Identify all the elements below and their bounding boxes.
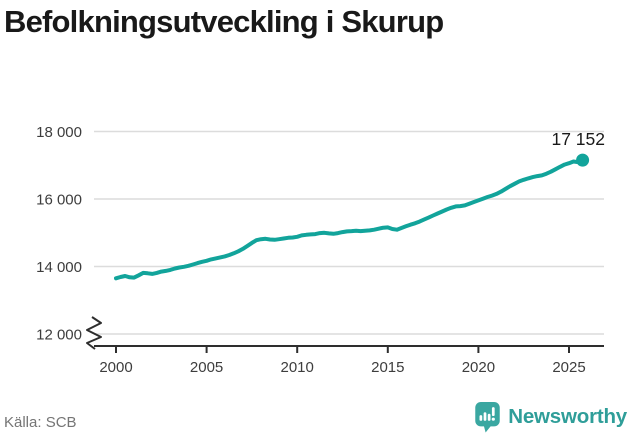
- x-tick-label: 2025: [552, 359, 585, 376]
- latest-value-dot: [576, 153, 590, 167]
- newsworthy-logo: Newsworthy: [474, 401, 627, 433]
- logo-bar-small: [479, 415, 483, 421]
- population-line: [114, 158, 585, 281]
- x-tick-label: 2010: [281, 359, 314, 376]
- y-tick-label: 16 000: [36, 192, 82, 209]
- x-tick-label: 2000: [99, 359, 132, 376]
- logo-exclamation-dot: [491, 417, 496, 421]
- logo-exclamation-stroke: [492, 407, 495, 417]
- newsworthy-logo-icon: [475, 401, 500, 433]
- logo-bar-medium: [483, 412, 487, 421]
- x-tick-label: 2005: [190, 359, 223, 376]
- source-note: Källa: SCB: [4, 414, 77, 431]
- chart-title: Befolkningsutveckling i Skurup: [4, 4, 444, 39]
- newsworthy-wordmark: Newsworthy: [508, 405, 627, 428]
- y-tick-label: 12 000: [36, 327, 82, 344]
- logo-bar-tall: [488, 413, 491, 421]
- latest-value-label: 17 152: [551, 129, 605, 149]
- x-tick-label: 2020: [462, 359, 495, 376]
- y-tick-label: 18 000: [36, 124, 82, 141]
- axis-break-icon: [86, 316, 102, 350]
- x-tick-label: 2015: [371, 359, 404, 376]
- y-tick-label: 14 000: [36, 259, 82, 276]
